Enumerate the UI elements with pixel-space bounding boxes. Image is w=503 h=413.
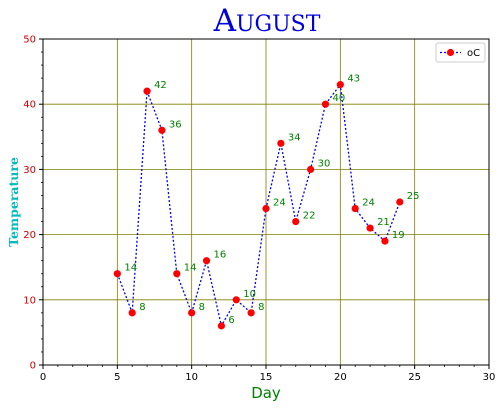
data-point [247,309,255,317]
data-label: 40 [332,93,345,104]
axis-ticks-layer: 0 5 10 15 20 25 30 0 10 20 30 40 50 [23,35,495,384]
y-tick-label: 20 [23,230,36,241]
data-point [113,270,121,278]
data-label: 14 [124,263,137,274]
data-label: 10 [243,289,256,300]
y-tick-label: 40 [23,100,36,111]
y-tick-label: 30 [23,165,36,176]
x-tick-label: 25 [408,372,421,383]
data-label: 36 [169,119,182,130]
data-label: 25 [407,191,420,202]
data-point [217,322,225,330]
legend-marker-sample [446,48,455,57]
series-line-layer [116,82,401,328]
data-label: 21 [377,217,390,228]
data-point [232,296,240,304]
data-point [396,198,404,206]
y-tick-label: 0 [30,361,36,372]
data-point [158,126,166,134]
x-tick-label: 5 [114,372,120,383]
data-label: 24 [273,198,286,209]
data-label: 34 [288,132,301,143]
legend: oC [435,42,486,63]
x-tick-label: 0 [40,372,46,383]
data-point [277,139,285,147]
data-label: 24 [362,198,375,209]
data-label: 16 [214,250,227,261]
data-label: 14 [184,263,197,274]
y-tick-label: 10 [23,295,36,306]
y-tick-label: 50 [23,35,36,46]
grid-layer [43,39,489,365]
data-label: 8 [258,302,264,313]
data-label: 8 [139,302,145,313]
data-point [173,270,181,278]
x-tick-label: 20 [334,372,347,383]
data-points-layer [113,81,404,330]
data-point [292,217,300,226]
x-tick-label: 10 [185,372,198,383]
data-point [202,257,211,265]
data-point [321,100,330,108]
data-label: 19 [392,230,405,241]
data-label: 43 [347,74,360,85]
data-point [366,224,374,232]
y-axis-label: Temperature [6,157,21,247]
x-tick-label: 30 [483,372,496,383]
data-point [128,309,136,317]
data-point [188,309,196,317]
data-label: 6 [228,315,234,326]
data-point [336,81,344,89]
chart-title: August [213,3,321,39]
data-label: 22 [303,211,316,222]
data-point [307,165,315,173]
data-point [143,87,151,95]
data-label: 30 [318,158,331,169]
x-axis-label: Day [251,384,281,402]
data-point [262,204,270,213]
x-tick-label: 15 [260,372,273,383]
data-label: 8 [199,302,205,313]
data-point [381,237,389,245]
legend-series-label: oC [467,48,480,59]
data-point [351,204,359,213]
data-label: 42 [154,80,167,91]
series-line [116,82,401,328]
